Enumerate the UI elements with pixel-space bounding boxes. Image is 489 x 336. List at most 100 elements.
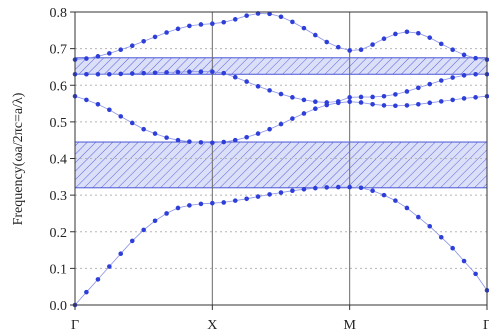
band-point xyxy=(290,19,295,25)
band-point-layer xyxy=(72,11,489,308)
band-point xyxy=(381,103,387,108)
band-point xyxy=(129,71,135,76)
band-point xyxy=(141,126,146,132)
band-point xyxy=(404,89,410,94)
band-point xyxy=(152,218,158,224)
band-point xyxy=(107,51,112,56)
band-point xyxy=(164,211,169,216)
band-point xyxy=(313,185,318,191)
band-point xyxy=(129,120,135,126)
band-point xyxy=(473,271,478,277)
band-point xyxy=(347,99,352,105)
band-point xyxy=(129,43,135,48)
band-point xyxy=(301,186,307,192)
y-tick-label: 0.7 xyxy=(50,43,68,58)
band-point xyxy=(438,234,444,240)
band-point xyxy=(381,192,387,198)
band-point xyxy=(461,96,467,101)
band-point xyxy=(95,101,101,107)
band-point xyxy=(393,31,398,37)
band-point xyxy=(187,23,192,29)
band-point xyxy=(278,91,284,97)
band-point xyxy=(370,101,375,107)
band-point xyxy=(232,17,238,22)
band-point xyxy=(313,99,318,105)
band-point xyxy=(438,78,444,83)
band-point xyxy=(313,32,318,38)
y-axis-label: Frequency(ωa/2πc=a/λ) xyxy=(11,92,26,225)
band-point xyxy=(461,73,467,78)
band-point xyxy=(313,106,318,111)
band-point xyxy=(450,245,455,251)
band-point xyxy=(152,131,158,136)
band-point xyxy=(175,69,181,75)
band-point xyxy=(404,205,410,211)
band-point xyxy=(290,95,295,100)
band-point xyxy=(152,70,158,76)
y-tick-label: 0.2 xyxy=(50,226,68,241)
band-point xyxy=(210,21,215,27)
band-point xyxy=(404,29,410,35)
band-point xyxy=(324,185,330,190)
band-point xyxy=(427,35,433,40)
band-point xyxy=(358,185,364,191)
band-point xyxy=(118,114,124,119)
band-point xyxy=(416,30,421,36)
axis-layer xyxy=(70,11,488,310)
band-point xyxy=(187,139,192,144)
band-point xyxy=(404,103,410,108)
y-tick-label: 0.6 xyxy=(50,79,68,94)
band-point xyxy=(358,47,364,53)
band-point xyxy=(416,101,421,107)
band-point xyxy=(393,198,398,203)
band-point xyxy=(84,97,89,103)
band-line-2 xyxy=(74,95,488,144)
band-point xyxy=(107,71,112,77)
band-line-4 xyxy=(74,13,488,60)
band-point xyxy=(255,194,261,199)
y-tick-label: 0.8 xyxy=(50,6,68,21)
band-point xyxy=(232,74,238,80)
band-point xyxy=(187,69,192,74)
band-point xyxy=(290,116,295,121)
band-point xyxy=(175,137,181,143)
band-point xyxy=(381,36,387,42)
band-point xyxy=(358,94,364,100)
band-point xyxy=(473,55,478,61)
band-point xyxy=(335,184,341,190)
band-point xyxy=(198,22,204,27)
y-tick-label: 0.1 xyxy=(50,262,68,277)
band-point xyxy=(381,93,387,99)
band-point xyxy=(244,79,249,84)
band-point xyxy=(95,277,101,282)
x-tick-label: M xyxy=(343,318,356,333)
band-point xyxy=(347,184,352,190)
grid-layer xyxy=(75,12,487,305)
band-point xyxy=(95,54,101,59)
band-point xyxy=(118,47,124,53)
band-point xyxy=(324,39,330,45)
band-point xyxy=(416,85,421,91)
band-point xyxy=(255,131,261,136)
band-point xyxy=(473,95,478,100)
y-tick-label: 0.0 xyxy=(50,299,68,314)
band-point xyxy=(450,97,455,103)
band-point xyxy=(244,196,249,202)
band-point xyxy=(198,140,204,145)
y-tick-label: 0.4 xyxy=(50,153,68,168)
band-point xyxy=(267,192,272,197)
band-point xyxy=(427,100,433,106)
band-point xyxy=(164,30,169,35)
band-point xyxy=(221,139,227,145)
band-point xyxy=(393,92,398,97)
band-point xyxy=(473,71,478,77)
band-point xyxy=(232,198,238,203)
band-point xyxy=(461,258,467,264)
band-point xyxy=(141,39,146,44)
band-point xyxy=(164,70,169,75)
band-point xyxy=(393,103,398,109)
band-point xyxy=(347,48,352,53)
band-point xyxy=(324,100,330,105)
tick-label-layer: 0.0 0.1 0.2 0.3 0.4 0.5 0.6 0.7 0.8 Γ X M Γ xyxy=(50,6,489,333)
